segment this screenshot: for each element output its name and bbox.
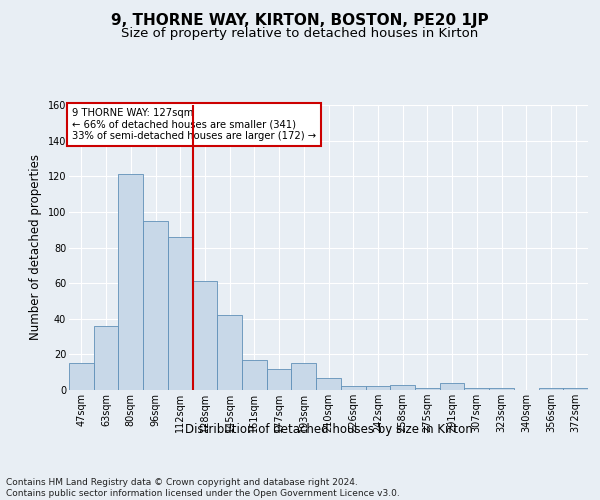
Bar	[118, 174, 143, 390]
Bar	[267, 368, 292, 390]
Bar	[539, 388, 563, 390]
Bar	[242, 360, 267, 390]
Text: Distribution of detached houses by size in Kirton: Distribution of detached houses by size …	[185, 422, 473, 436]
Bar	[390, 384, 415, 390]
Bar	[341, 386, 365, 390]
Bar	[168, 237, 193, 390]
Text: 9, THORNE WAY, KIRTON, BOSTON, PE20 1JP: 9, THORNE WAY, KIRTON, BOSTON, PE20 1JP	[111, 12, 489, 28]
Bar	[94, 326, 118, 390]
Bar	[415, 388, 440, 390]
Text: Size of property relative to detached houses in Kirton: Size of property relative to detached ho…	[121, 28, 479, 40]
Y-axis label: Number of detached properties: Number of detached properties	[29, 154, 42, 340]
Bar	[365, 386, 390, 390]
Bar	[193, 282, 217, 390]
Text: Contains HM Land Registry data © Crown copyright and database right 2024.
Contai: Contains HM Land Registry data © Crown c…	[6, 478, 400, 498]
Bar	[316, 378, 341, 390]
Bar	[464, 388, 489, 390]
Bar	[143, 221, 168, 390]
Bar	[440, 383, 464, 390]
Bar	[489, 388, 514, 390]
Bar	[217, 315, 242, 390]
Bar	[563, 388, 588, 390]
Bar	[292, 364, 316, 390]
Text: 9 THORNE WAY: 127sqm
← 66% of detached houses are smaller (341)
33% of semi-deta: 9 THORNE WAY: 127sqm ← 66% of detached h…	[71, 108, 316, 141]
Bar	[69, 364, 94, 390]
